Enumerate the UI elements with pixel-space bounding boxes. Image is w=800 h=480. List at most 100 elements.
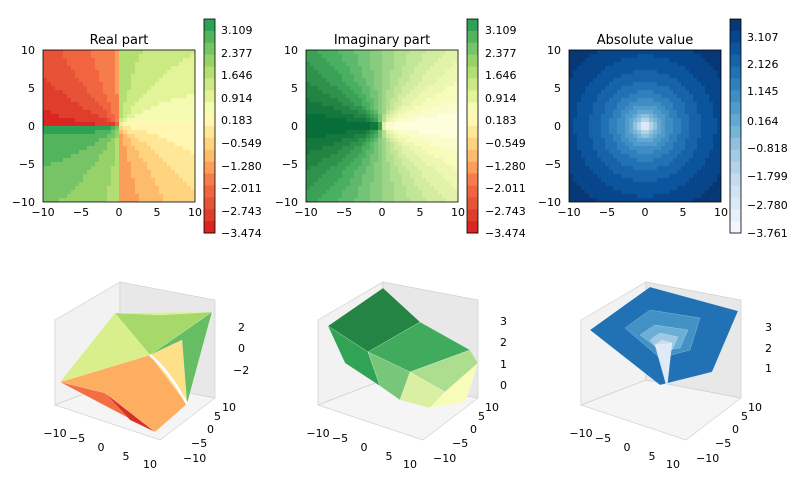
contour-cell bbox=[450, 174, 455, 179]
contour-cell bbox=[167, 162, 172, 167]
contour-cell bbox=[609, 90, 614, 95]
contour-cell bbox=[589, 106, 594, 111]
contour-cell bbox=[87, 138, 92, 143]
contour-cell bbox=[454, 66, 458, 71]
contour-cell bbox=[115, 114, 120, 119]
contour-cell bbox=[454, 126, 458, 131]
contour-cell bbox=[338, 130, 343, 135]
contour-cell bbox=[47, 158, 52, 163]
contour-cell bbox=[617, 170, 622, 175]
contour-cell bbox=[107, 118, 112, 123]
contour-cell bbox=[645, 162, 650, 167]
contour-cell bbox=[55, 98, 60, 103]
contour-cell bbox=[617, 66, 622, 71]
contour-cell bbox=[127, 178, 132, 183]
contour-cell bbox=[653, 98, 658, 103]
contour-cell bbox=[430, 86, 435, 91]
contour-cell bbox=[171, 186, 176, 191]
contour-cell bbox=[669, 162, 674, 167]
colorbar-tick: −0.549 bbox=[221, 137, 262, 150]
contour-cell bbox=[402, 114, 407, 119]
contour-cell bbox=[641, 90, 646, 95]
contour-cell bbox=[306, 114, 311, 119]
contour-cell bbox=[713, 118, 718, 123]
contour-cell bbox=[322, 134, 327, 139]
contour-cell bbox=[621, 138, 626, 143]
contour-cell bbox=[398, 198, 403, 202]
contour-cell bbox=[681, 198, 686, 202]
contour-cell bbox=[143, 82, 148, 87]
contour-cell bbox=[135, 62, 140, 67]
contour-cell bbox=[79, 198, 84, 202]
contour-cell bbox=[669, 190, 674, 195]
contour-cell bbox=[191, 62, 195, 67]
contour-cell bbox=[322, 94, 327, 99]
contour-cell bbox=[673, 70, 678, 75]
contour-cell bbox=[573, 58, 578, 63]
contour-cell bbox=[450, 198, 455, 202]
contour-cell bbox=[633, 186, 638, 191]
x-tick-label: 10 bbox=[451, 206, 465, 219]
contour-cell bbox=[127, 146, 132, 151]
surface-mesh-abs bbox=[589, 286, 739, 389]
contour-cell bbox=[402, 66, 407, 71]
contour-cell bbox=[123, 146, 128, 151]
contour-cell bbox=[677, 90, 682, 95]
contour-cell bbox=[91, 146, 96, 151]
contour-cell bbox=[171, 102, 176, 107]
contour-cell bbox=[454, 174, 458, 179]
contour-cell bbox=[151, 54, 156, 59]
contour-cell bbox=[697, 122, 702, 127]
contour-cell bbox=[59, 198, 64, 202]
contour-cell bbox=[135, 158, 140, 163]
contour-cell bbox=[179, 118, 184, 123]
contour-cell bbox=[621, 50, 626, 55]
contour-cell bbox=[717, 66, 721, 71]
contour-cell bbox=[175, 54, 180, 59]
contour-cell bbox=[378, 110, 383, 115]
contour-cell bbox=[677, 182, 682, 187]
contour-cell bbox=[633, 194, 638, 199]
contour-cell bbox=[673, 154, 678, 159]
contour-cell bbox=[326, 90, 331, 95]
contour-cell bbox=[338, 118, 343, 123]
contour-cell bbox=[346, 186, 351, 191]
contour-cell bbox=[326, 198, 331, 202]
contour-cell bbox=[406, 170, 411, 175]
contour-cell bbox=[71, 154, 76, 159]
contour-cell bbox=[370, 134, 375, 139]
contour-cell bbox=[163, 178, 168, 183]
contour-cell bbox=[119, 126, 124, 131]
contour-cell bbox=[55, 78, 60, 83]
contour-cell bbox=[601, 74, 606, 79]
contour-cell bbox=[645, 146, 650, 151]
contour-cell bbox=[99, 146, 104, 151]
contour-cell bbox=[605, 134, 610, 139]
contour-cell bbox=[135, 78, 140, 83]
contour-cell bbox=[366, 58, 371, 63]
contour-cell bbox=[446, 146, 451, 151]
contour-cell bbox=[187, 146, 192, 151]
contour-cell bbox=[601, 50, 606, 55]
colorbar-band bbox=[204, 209, 215, 222]
contour-cell bbox=[346, 146, 351, 151]
contour-cell bbox=[625, 54, 630, 59]
contour-cell bbox=[677, 94, 682, 99]
contour-cell bbox=[685, 142, 690, 147]
contour-cell bbox=[71, 70, 76, 75]
contour-cell bbox=[649, 194, 654, 199]
contour-cell bbox=[569, 62, 574, 67]
contour-cell bbox=[67, 134, 72, 139]
contour-cell bbox=[338, 66, 343, 71]
contour-cell bbox=[649, 130, 654, 135]
contour-cell bbox=[167, 146, 172, 151]
contour-cell bbox=[717, 106, 721, 111]
contour-cell bbox=[338, 74, 343, 79]
contour-cell bbox=[322, 90, 327, 95]
contour-cell bbox=[143, 130, 148, 135]
contour-cell bbox=[382, 110, 387, 115]
contour-cell bbox=[689, 62, 694, 67]
contour-cell bbox=[99, 194, 104, 199]
contour-cell bbox=[442, 62, 447, 67]
contour-cell bbox=[51, 110, 56, 115]
